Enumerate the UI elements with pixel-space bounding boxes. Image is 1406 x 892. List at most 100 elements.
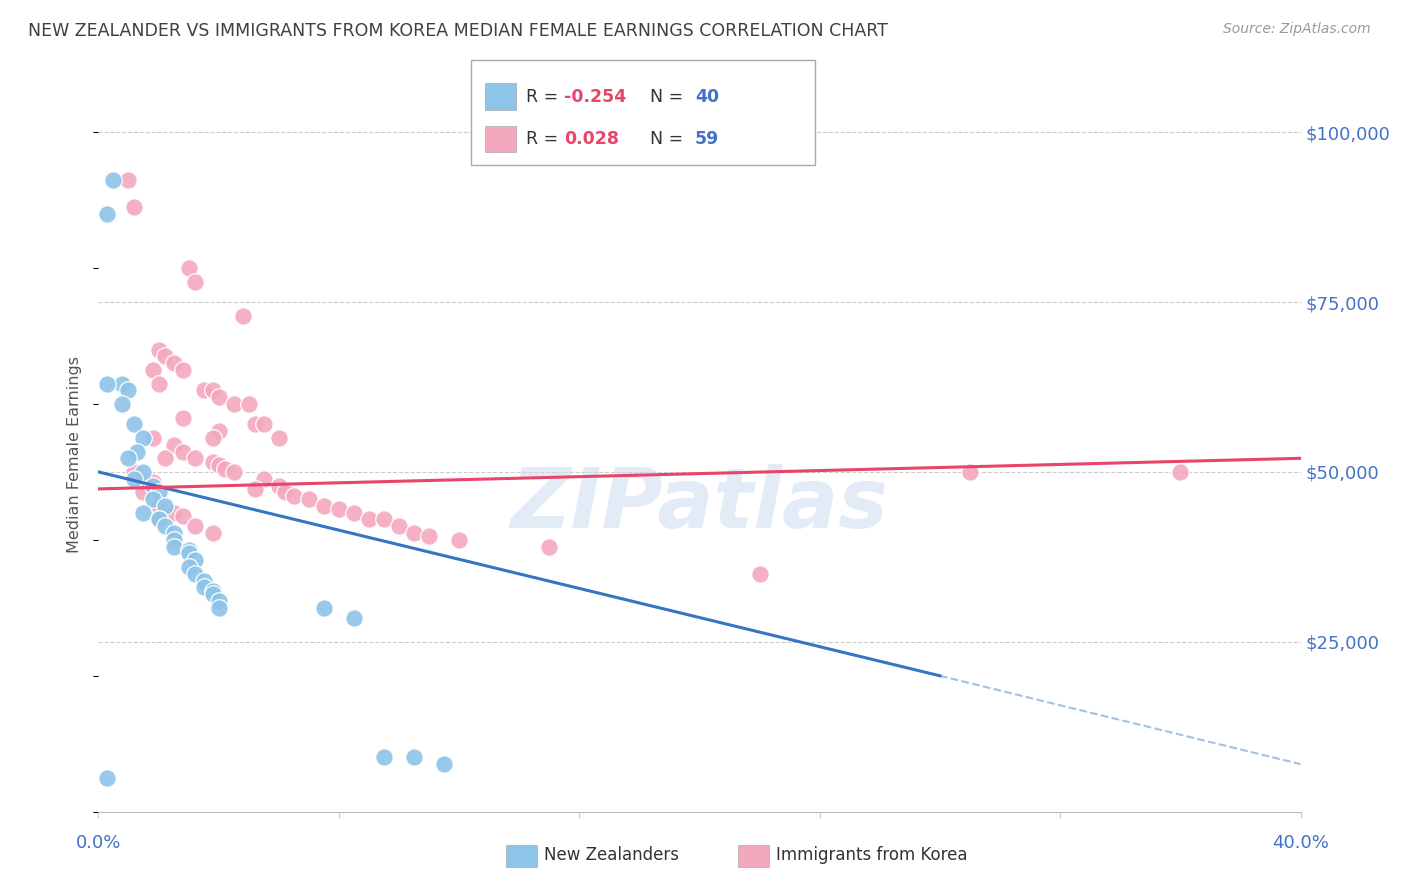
Point bbox=[162, 506, 184, 520]
Point bbox=[177, 543, 200, 558]
Point bbox=[959, 465, 981, 479]
Point bbox=[141, 363, 163, 377]
Point bbox=[141, 431, 163, 445]
Point bbox=[162, 526, 184, 541]
Point bbox=[538, 540, 561, 554]
Point bbox=[328, 502, 350, 516]
Point bbox=[141, 478, 163, 492]
Point bbox=[312, 499, 335, 513]
Point bbox=[124, 472, 146, 486]
Point bbox=[267, 431, 290, 445]
Point bbox=[298, 492, 321, 507]
Point bbox=[193, 574, 215, 588]
Text: N =: N = bbox=[650, 87, 689, 105]
Point bbox=[132, 485, 155, 500]
Point bbox=[208, 458, 231, 472]
Point bbox=[373, 750, 395, 764]
Point bbox=[96, 771, 118, 785]
Point bbox=[402, 526, 425, 541]
Point bbox=[243, 482, 266, 496]
Text: 0.0%: 0.0% bbox=[76, 834, 121, 852]
Point bbox=[201, 431, 224, 445]
Point bbox=[153, 451, 176, 466]
Point bbox=[243, 417, 266, 432]
Point bbox=[253, 417, 276, 432]
Point bbox=[433, 757, 456, 772]
Text: ZIPatlas: ZIPatlas bbox=[510, 465, 889, 545]
Point bbox=[447, 533, 470, 547]
Point bbox=[283, 489, 305, 503]
Point bbox=[172, 410, 194, 425]
Point bbox=[388, 519, 411, 533]
Point bbox=[172, 363, 194, 377]
Point bbox=[132, 465, 155, 479]
Point bbox=[117, 384, 139, 398]
Point bbox=[748, 566, 770, 581]
Point bbox=[201, 583, 224, 598]
Text: -0.254: -0.254 bbox=[564, 87, 626, 105]
Point bbox=[201, 526, 224, 541]
Point bbox=[183, 553, 205, 567]
Text: 59: 59 bbox=[695, 129, 718, 148]
Text: Source: ZipAtlas.com: Source: ZipAtlas.com bbox=[1223, 22, 1371, 37]
Text: R =: R = bbox=[526, 129, 564, 148]
Point bbox=[148, 512, 170, 526]
Point bbox=[148, 343, 170, 357]
Point bbox=[418, 529, 440, 543]
Point bbox=[238, 397, 260, 411]
Point bbox=[201, 587, 224, 601]
Point bbox=[148, 499, 170, 513]
Point bbox=[124, 465, 146, 479]
Point bbox=[162, 540, 184, 554]
Point bbox=[177, 260, 200, 275]
Point bbox=[117, 451, 139, 466]
Point bbox=[132, 506, 155, 520]
Point bbox=[183, 451, 205, 466]
Point bbox=[253, 472, 276, 486]
Point bbox=[96, 207, 118, 221]
Point bbox=[172, 509, 194, 524]
Point bbox=[343, 506, 366, 520]
Point bbox=[343, 611, 366, 625]
Point bbox=[153, 499, 176, 513]
Point bbox=[132, 431, 155, 445]
Point bbox=[232, 309, 254, 323]
Point bbox=[183, 566, 205, 581]
Point bbox=[124, 200, 146, 214]
Point bbox=[222, 465, 245, 479]
Text: New Zealanders: New Zealanders bbox=[544, 847, 679, 864]
Text: N =: N = bbox=[650, 129, 689, 148]
Point bbox=[141, 475, 163, 489]
Point bbox=[162, 438, 184, 452]
Point bbox=[127, 444, 149, 458]
Point bbox=[312, 600, 335, 615]
Point bbox=[141, 492, 163, 507]
Point bbox=[402, 750, 425, 764]
Point bbox=[111, 376, 134, 391]
Text: 40: 40 bbox=[695, 87, 718, 105]
Point bbox=[208, 594, 231, 608]
Point bbox=[172, 444, 194, 458]
Point bbox=[222, 397, 245, 411]
Point bbox=[214, 461, 236, 475]
Y-axis label: Median Female Earnings: Median Female Earnings bbox=[67, 357, 83, 553]
Point bbox=[201, 384, 224, 398]
Point bbox=[208, 390, 231, 404]
Point bbox=[162, 356, 184, 370]
Point bbox=[177, 560, 200, 574]
Point bbox=[132, 472, 155, 486]
Point bbox=[274, 485, 297, 500]
Text: R =: R = bbox=[526, 87, 564, 105]
Text: 0.028: 0.028 bbox=[564, 129, 619, 148]
Point bbox=[153, 350, 176, 364]
Point bbox=[357, 512, 380, 526]
Text: NEW ZEALANDER VS IMMIGRANTS FROM KOREA MEDIAN FEMALE EARNINGS CORRELATION CHART: NEW ZEALANDER VS IMMIGRANTS FROM KOREA M… bbox=[28, 22, 889, 40]
Text: Immigrants from Korea: Immigrants from Korea bbox=[776, 847, 967, 864]
Point bbox=[267, 478, 290, 492]
Point bbox=[124, 417, 146, 432]
Point bbox=[162, 533, 184, 547]
Point bbox=[373, 512, 395, 526]
Point bbox=[96, 376, 118, 391]
Point bbox=[117, 172, 139, 186]
Point bbox=[148, 512, 170, 526]
